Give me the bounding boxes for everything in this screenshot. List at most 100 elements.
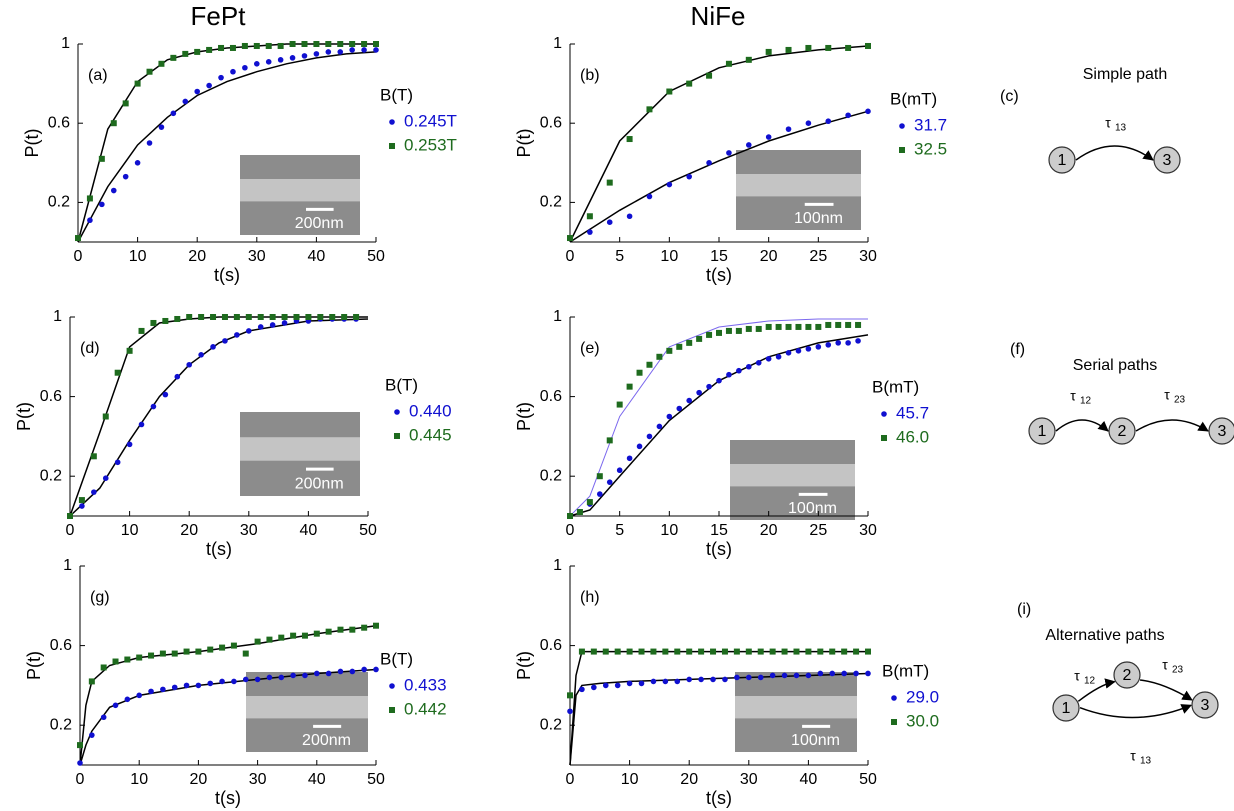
data-point xyxy=(636,443,643,450)
data-point xyxy=(725,327,732,334)
y-axis-label: P(t) xyxy=(24,651,44,680)
data-point xyxy=(722,676,728,683)
diagram-label: (c) xyxy=(1000,88,1019,105)
y-tick-label: 0.6 xyxy=(540,637,562,654)
data-point xyxy=(241,42,248,49)
scale-label: 200nm xyxy=(295,475,344,492)
data-point xyxy=(656,353,663,360)
data-point xyxy=(745,325,752,332)
data-point xyxy=(361,41,368,47)
data-point xyxy=(134,80,141,87)
data-point xyxy=(349,41,356,47)
data-point xyxy=(148,688,154,695)
data-point xyxy=(171,650,178,657)
data-point xyxy=(606,219,613,225)
x-tick-label: 25 xyxy=(809,522,827,539)
x-tick-label: 20 xyxy=(190,771,208,788)
data-point xyxy=(586,499,593,506)
y-tick-label: 1 xyxy=(63,557,72,574)
legend-title: B(T) xyxy=(380,85,413,104)
legend-marker xyxy=(891,695,897,701)
data-point xyxy=(567,692,573,699)
x-tick-label: 30 xyxy=(859,522,877,539)
data-point xyxy=(721,648,728,655)
data-point xyxy=(290,672,296,679)
data-point xyxy=(329,314,336,320)
data-point xyxy=(278,674,285,681)
x-tick-label: 25 xyxy=(809,248,827,265)
node xyxy=(1028,417,1056,445)
y-tick-label: 1 xyxy=(553,308,562,325)
data-point xyxy=(650,678,657,685)
data-point xyxy=(122,173,129,180)
data-point xyxy=(587,229,593,235)
y-axis-label: P(t) xyxy=(514,651,534,680)
data-point xyxy=(606,179,613,186)
data-point xyxy=(162,391,169,398)
inset-wire xyxy=(240,179,360,202)
data-point xyxy=(815,323,822,330)
data-point xyxy=(245,314,252,320)
data-point xyxy=(765,48,772,55)
data-point xyxy=(269,314,276,320)
legend-title: B(T) xyxy=(385,375,418,394)
data-point xyxy=(361,624,368,631)
data-point xyxy=(301,53,308,59)
data-point xyxy=(337,41,344,47)
data-point xyxy=(793,648,800,655)
x-axis-label: t(s) xyxy=(215,788,241,808)
data-point xyxy=(576,509,583,516)
data-point xyxy=(373,47,379,53)
edge-symbol: τ xyxy=(1130,748,1136,764)
x-tick-label: 40 xyxy=(308,248,326,265)
data-point xyxy=(626,383,633,390)
data-point xyxy=(234,332,240,338)
x-tick-label: 50 xyxy=(367,771,385,788)
data-point xyxy=(757,674,764,681)
data-point xyxy=(646,433,653,440)
data-point xyxy=(646,106,653,113)
x-tick-label: 30 xyxy=(248,248,266,265)
x-tick-label: 10 xyxy=(660,248,678,265)
edge-subscript: 23 xyxy=(1172,665,1184,676)
x-axis-label: t(s) xyxy=(706,788,732,808)
data-point xyxy=(626,648,633,655)
data-point xyxy=(353,314,360,320)
data-point xyxy=(805,346,812,352)
data-point xyxy=(795,323,802,330)
scale-label: 200nm xyxy=(302,732,351,749)
data-point xyxy=(769,648,776,655)
data-point xyxy=(676,405,683,412)
data-point xyxy=(805,648,812,655)
data-point xyxy=(373,666,379,673)
data-point xyxy=(795,348,802,354)
y-tick-label: 0.2 xyxy=(540,194,562,211)
data-point xyxy=(845,340,851,346)
legend-marker xyxy=(881,411,887,417)
fit-line xyxy=(569,318,868,517)
data-point xyxy=(733,648,740,655)
data-point xyxy=(765,134,772,140)
data-point xyxy=(686,80,693,87)
x-axis-label: t(s) xyxy=(706,539,732,559)
data-point xyxy=(231,678,237,685)
panel-label: (b) xyxy=(580,67,600,84)
data-point xyxy=(114,459,121,466)
data-point xyxy=(726,371,732,378)
data-point xyxy=(567,513,573,519)
x-tick-label: 30 xyxy=(740,771,758,788)
edge-arrow xyxy=(1055,419,1109,432)
panel-label: (d) xyxy=(80,340,100,357)
data-point xyxy=(726,150,732,156)
data-point xyxy=(102,413,109,420)
data-point xyxy=(230,642,237,649)
data-point xyxy=(666,347,673,354)
data-point xyxy=(89,732,95,738)
legend-marker xyxy=(394,433,400,439)
y-tick-label: 0.2 xyxy=(540,467,562,484)
legend-title: B(mT) xyxy=(882,661,929,680)
data-point xyxy=(98,155,105,162)
data-point xyxy=(735,327,742,334)
x-tick-label: 10 xyxy=(621,771,639,788)
data-point xyxy=(785,350,792,356)
